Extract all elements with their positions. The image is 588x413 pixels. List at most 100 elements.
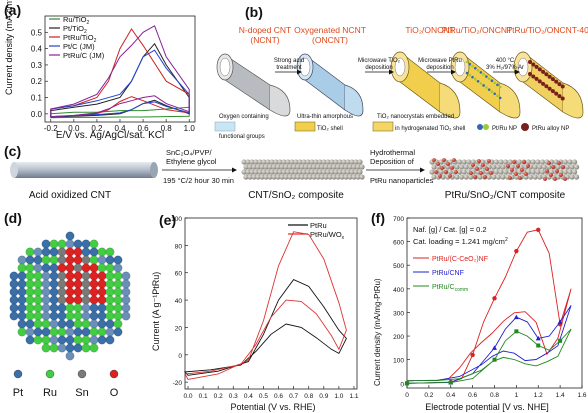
chart-e-xtick-label: 1.1 [349,393,358,400]
arrow-b4: 400 °C 3% H₂/97% Ar [486,58,524,75]
legend-d-label: Sn [75,387,88,399]
chart-e-ytick-label: 80 [175,243,183,250]
legend-d-label: Pt [13,387,23,399]
chart-f-xtick-label: 0.4 [446,392,455,399]
stage-title-2: Oxygenated NCNT [294,25,366,35]
chart-f-ytick-label: 200 [393,334,404,341]
chart-a-legend-label: Pt/TiO2 [63,24,87,35]
chart-f-marker-0 [536,227,541,233]
legend-d-swatch [109,369,119,379]
legend-d-label: O [110,387,119,399]
chart-f-marker-2 [448,380,453,385]
stage-title-5: PtRu/TiO₂/ONCNT-400 [506,25,588,35]
chart-f-note1: Naf. [g] / Cat. [g] = 0.2 [413,225,487,234]
tube-ptru-tio2-oncnt [450,51,521,119]
legend-d-swatch [77,369,87,379]
arrow-b2: Microwave TiO₂ deposition [358,58,401,75]
arrow-c2-top2: Deposition of [370,157,415,166]
chart-f-xtick-label: 0.2 [424,392,433,399]
chart-f-xtick-label: 1.4 [556,392,565,399]
chart-f-marker-1 [492,345,497,350]
chart-f-xlabel: Electrode potential [V vs. NHE] [425,402,549,412]
tube-ptru-tio2-oncnt-400 [513,51,584,119]
stage-title-1: N-doped CNT [239,25,291,35]
chart-a-xtick-label: 0.6 [138,124,150,133]
chart-e-ytick-label: -20 [173,380,183,387]
chart-f-legend-label: PtRu/Ccomm [432,284,468,293]
chart-a-legend-label: Ru/TiO2 [63,15,89,26]
svg-text:Pt/Ru NP: Pt/Ru NP [492,126,517,132]
chart-f-marker-1 [535,335,541,341]
svg-text:Microwave PtRu: Microwave PtRu [418,58,462,64]
chart-e-xtick-label: 0.8 [304,393,313,400]
svg-text:TiO₂ nanocrystals embedded: TiO₂ nanocrystals embedded [377,114,454,120]
chart-a-series-4 [50,25,190,118]
chart-e-ytick-label: 0 [178,353,182,360]
chart-e-ylabel: Current (A g⁻¹PtRu) [151,272,161,351]
arrow-b1: Strong acid treatment [274,58,304,75]
chart-e-legend-label: PtRu [310,221,327,230]
chart-f-xtick-label: 1.6 [577,392,586,399]
panel-e-label: (e) [159,212,177,228]
arrow-c1-top2: Ethylene glycol [166,157,217,166]
chart-a-legend-label: Pt/C (JM) [63,42,95,51]
chart-f-marker-2 [536,343,541,348]
chart-f-marker-0 [492,296,497,301]
scheme-b: N-doped CNT (NCNT) Oxygenated NCNT (ONCN… [214,25,588,140]
chart-a-xtick-label: 0.2 [91,124,103,133]
chart-f-marker-2 [405,381,409,386]
chart-e-xtick-label: 1.0 [334,393,343,400]
chart-f-series-1 [406,305,572,384]
tube-oncnt [296,53,364,117]
chart-e-series-0 [184,279,347,376]
panel-d-label: (d) [4,210,22,226]
chart-f-marker-2 [558,338,563,343]
chart-a-series-3 [50,49,190,118]
chart-f-series-0 [406,229,572,384]
arrow-c1-bottom: 195 °C/2 hour 30 min [163,176,234,185]
arrow-c1-top: SnC₂O₄/PVP/ [166,148,212,157]
chart-a-ytick-label: 0.5 [31,28,43,37]
chart-f-series-2 [406,328,572,384]
svg-text:3% H₂/97% Ar: 3% H₂/97% Ar [486,65,524,71]
legend-d-swatch [45,369,55,379]
svg-text:in hydrogenated TiO₂ shell: in hydrogenated TiO₂ shell [395,126,465,132]
svg-text:TiO₂ shell: TiO₂ shell [317,126,343,132]
chart-a-legend-label: PtRu/C (JM) [63,51,105,60]
chart-a-ytick-label: 0.0 [31,110,43,119]
chart-a-xlabel: E/V vs. Ag/AgCl/sat. KCl [56,130,164,140]
cnt-sno2-label: CNT/SnO₂ composite [248,190,344,201]
chart-f-xtick-label: 0.8 [490,392,499,399]
chart-f-xtick-label: 0 [405,392,409,399]
chart-a-ytick-label: 0.2 [31,77,43,86]
chart-a: Current density (mA cm-2) E/V vs. Ag/AgC… [4,0,196,140]
chart-a-series-1 [50,42,190,118]
arrow-c1 [162,167,237,173]
chart-f-legend-label: PtRu/CNF [432,270,464,277]
chart-e-xtick-label: 0.3 [229,393,238,400]
svg-text:PtRu alloy NP: PtRu alloy NP [532,126,569,132]
panel-f: (f) Current density (mA/mg-PtRu) Electro… [367,206,588,413]
legend-d: Pt Ru Sn O [13,369,119,399]
chart-f-ytick-label: 700 [393,216,404,223]
chart-f-ytick-label: 400 [393,287,404,294]
chart-a-ytick-label: 0.3 [31,61,43,70]
chart-a-series-0 [50,106,190,119]
chart-f-marker-2 [492,357,497,362]
chart-f-marker-1 [513,314,519,320]
svg-text:400 °C: 400 °C [496,58,515,64]
svg-text:Microwave TiO₂: Microwave TiO₂ [358,58,401,64]
chart-e: Current (A g⁻¹PtRu) Potential (V vs. RHE… [151,216,359,412]
chart-e-xtick-label: 0.9 [319,393,328,400]
chart-f-ytick-label: 600 [393,240,404,247]
chart-f-ytick-label: 0 [400,381,404,388]
atomic-cluster [9,231,131,361]
legend-d-swatch [13,369,23,379]
arrow-c2 [366,167,425,173]
chart-a-xtick-label: -0.2 [44,124,58,133]
chart-a-ylabel: Current density (mA cm-2) [4,0,14,95]
legend-b: Oxygen containing functional groups Ultr… [214,114,569,140]
chart-a-xtick-label: 0.4 [114,124,126,133]
stage-title-3: TiO₂/ONCNT [405,25,454,35]
chart-a-xtick-label: 1.0 [184,124,196,133]
